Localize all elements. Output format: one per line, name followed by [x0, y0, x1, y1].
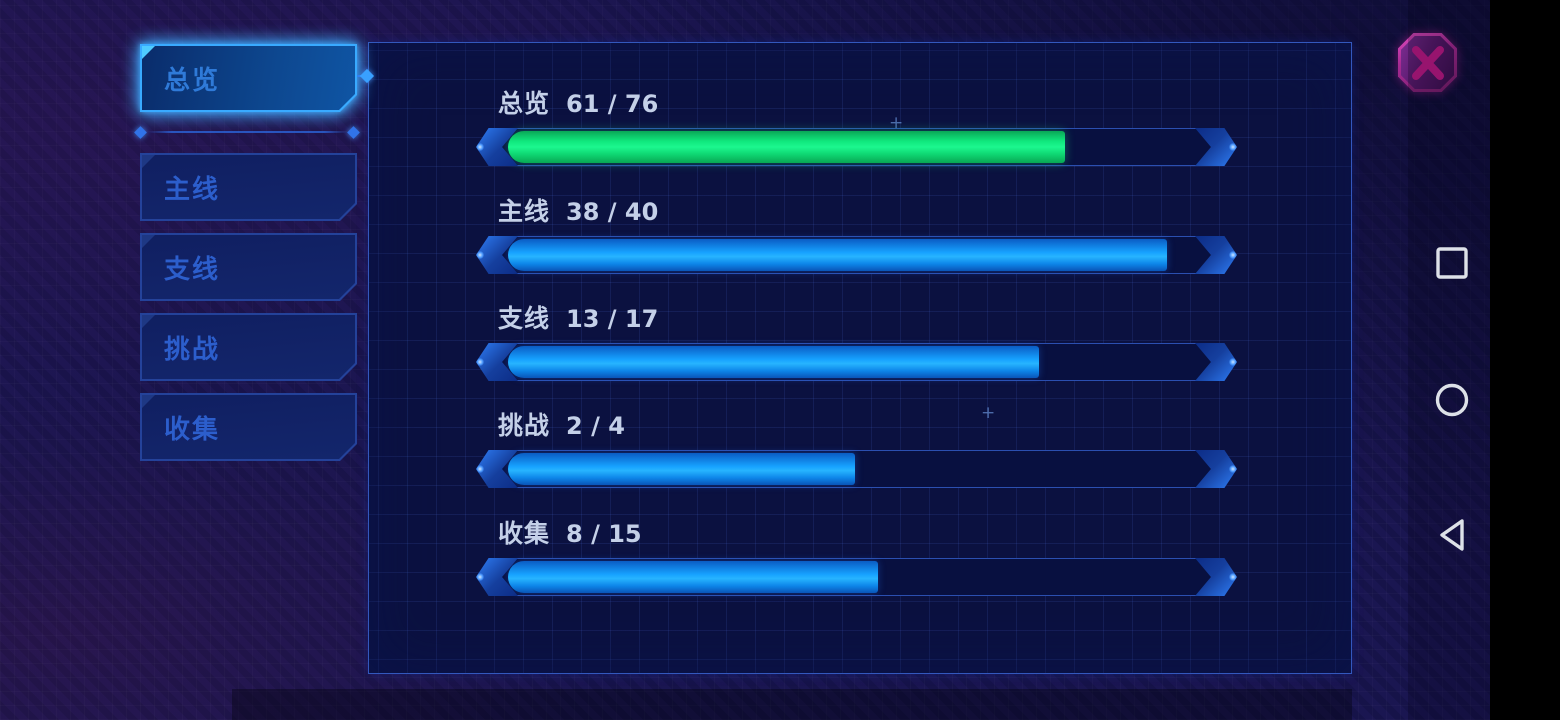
back-triangle-icon	[1440, 519, 1464, 551]
bar-fill	[508, 561, 879, 593]
bar-fill	[508, 239, 1168, 271]
close-button[interactable]	[1398, 33, 1457, 92]
progress-value: 2 / 4	[566, 412, 625, 440]
android-recents-button[interactable]	[1430, 241, 1474, 285]
progress-label-side-quest: 支线 13 / 17	[498, 299, 658, 335]
divider-diamond-right	[347, 126, 360, 139]
tab-overview-label: 总览	[164, 65, 221, 96]
grid-sparkle: +	[889, 113, 904, 133]
tab-collection-label: 收集	[164, 414, 221, 445]
bar-fill	[508, 131, 1065, 163]
divider-diamond-left	[134, 126, 147, 139]
progress-value: 38 / 40	[566, 198, 659, 226]
bar-fill	[508, 346, 1039, 378]
tab-main-quest-label: 主线	[164, 174, 221, 205]
tab-collection[interactable]: 收集	[140, 393, 357, 461]
progress-category: 总览	[498, 89, 551, 118]
tab-side-quest[interactable]: 支线	[140, 233, 357, 301]
progress-category: 挑战	[498, 411, 551, 440]
android-home-button[interactable]	[1430, 378, 1474, 422]
android-back-button[interactable]	[1430, 513, 1474, 557]
android-nav-bar	[1408, 0, 1490, 720]
tab-divider	[148, 131, 348, 133]
progress-category: 收集	[498, 519, 551, 548]
close-icon	[1412, 46, 1444, 80]
progress-category: 支线	[498, 304, 551, 333]
progress-label-main-quest: 主线 38 / 40	[498, 192, 658, 228]
progress-label-overview: 总览 61 / 76	[498, 84, 658, 120]
recents-square-icon	[1436, 247, 1468, 279]
progress-bar-side-quest	[476, 343, 1237, 381]
home-circle-icon	[1435, 383, 1469, 417]
progress-bar-challenge	[476, 450, 1237, 488]
progress-label-challenge: 挑战 2 / 4	[498, 406, 625, 442]
progress-value: 13 / 17	[566, 305, 659, 333]
tab-main-quest[interactable]: 主线	[140, 153, 357, 221]
bar-fill	[508, 453, 855, 485]
tab-challenge[interactable]: 挑战	[140, 313, 357, 381]
tab-challenge-label: 挑战	[164, 334, 221, 365]
tab-overview[interactable]: 总览	[140, 44, 357, 112]
tab-side-quest-label: 支线	[164, 254, 221, 285]
progress-value: 61 / 76	[566, 90, 659, 118]
progress-bar-overview	[476, 128, 1237, 166]
grid-sparkle: +	[981, 403, 996, 423]
progress-bar-collection	[476, 558, 1237, 596]
progress-category: 主线	[498, 197, 551, 226]
screen-letterbox	[1490, 0, 1560, 720]
progress-bar-main-quest	[476, 236, 1237, 274]
progress-value: 8 / 15	[566, 520, 642, 548]
background-shade	[232, 689, 1352, 720]
progress-label-collection: 收集 8 / 15	[498, 514, 642, 550]
